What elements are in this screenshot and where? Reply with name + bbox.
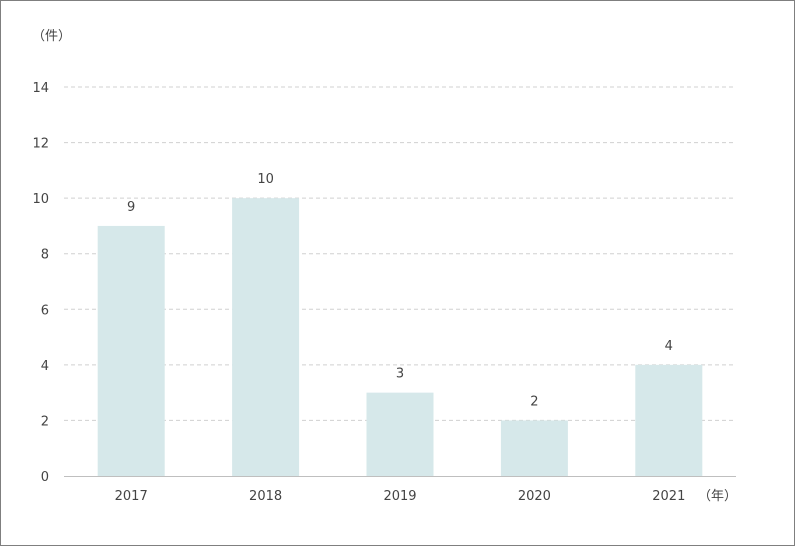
data-label: 3 <box>396 367 404 382</box>
x-tick-label: 2018 <box>249 489 282 504</box>
x-tick-label: 2021 <box>652 489 685 504</box>
bar <box>366 392 434 476</box>
y-tick-label: 10 <box>32 192 49 207</box>
y-tick-label: 14 <box>32 81 49 96</box>
y-tick-label: 6 <box>41 303 49 318</box>
data-label: 4 <box>665 339 673 354</box>
bar <box>232 198 300 476</box>
y-axis-unit: （件） <box>32 29 71 44</box>
y-tick-label: 8 <box>41 248 49 263</box>
y-tick-label: 2 <box>41 414 49 429</box>
x-tick-label: 2017 <box>115 489 148 504</box>
bars <box>97 198 703 476</box>
y-tick-label: 4 <box>41 359 49 374</box>
gridlines <box>64 86 736 421</box>
data-label: 9 <box>127 200 135 215</box>
x-tick-label: 2020 <box>518 489 551 504</box>
data-labels: 9 10 3 2 4 <box>127 172 673 409</box>
x-axis-ticks: 2017 2018 2019 2020 2021 <box>115 489 686 504</box>
bar <box>500 420 568 476</box>
y-axis-ticks: 0 2 4 6 8 10 12 14 <box>32 81 49 485</box>
bar <box>97 225 165 476</box>
data-label: 2 <box>530 394 538 409</box>
data-label: 10 <box>257 172 274 187</box>
x-tick-label: 2019 <box>383 489 416 504</box>
y-tick-label: 0 <box>41 470 49 485</box>
y-tick-label: 12 <box>32 137 49 152</box>
x-axis-unit: （年） <box>698 489 737 504</box>
bar <box>635 364 703 476</box>
